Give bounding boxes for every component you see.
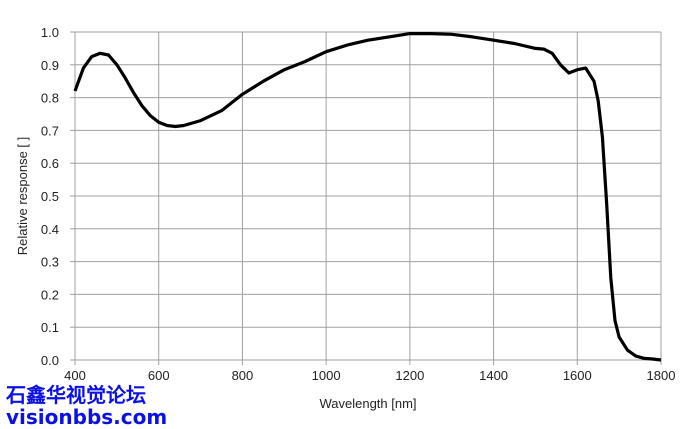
y-tick-label: 0.6: [41, 156, 59, 171]
y-tick-label: 0.2: [41, 287, 59, 302]
y-tick-label: 0.1: [41, 320, 59, 335]
y-tick-label: 0.7: [41, 123, 59, 138]
y-tick-label: 0.3: [41, 255, 59, 270]
x-tick-label: 1800: [647, 368, 676, 383]
x-tick-label: 600: [148, 368, 170, 383]
x-tick-labels: 400 600 800 1000 1200 1400 1600 1800: [64, 368, 675, 383]
x-tick-label: 1200: [395, 368, 424, 383]
series-line-relative-response: [73, 32, 662, 362]
watermark-chinese: 石鑫华视觉论坛: [6, 383, 146, 407]
y-tick-label: 0.0: [41, 353, 59, 368]
grid: [70, 31, 662, 365]
y-tick-label: 1.0: [41, 25, 59, 40]
y-tick-label: 0.5: [41, 189, 59, 204]
y-tick-labels: 0.0 0.1 0.2 0.3 0.4 0.5 0.6 0.7 0.8 0.9 1.0: [41, 25, 59, 368]
y-tick-label: 0.9: [41, 58, 59, 73]
x-tick-label: 800: [232, 368, 254, 383]
y-axis-label: Relative response [ ]: [15, 137, 30, 256]
x-tick-label: 1000: [312, 368, 341, 383]
x-tick-label: 1600: [563, 368, 592, 383]
x-axis-label: Wavelength [nm]: [319, 396, 416, 411]
x-tick-label: 1400: [479, 368, 508, 383]
y-tick-label: 0.8: [41, 91, 59, 106]
watermark-url: visionbbs.com: [6, 405, 168, 429]
x-tick-label: 400: [64, 368, 86, 383]
y-tick-label: 0.4: [41, 222, 59, 237]
